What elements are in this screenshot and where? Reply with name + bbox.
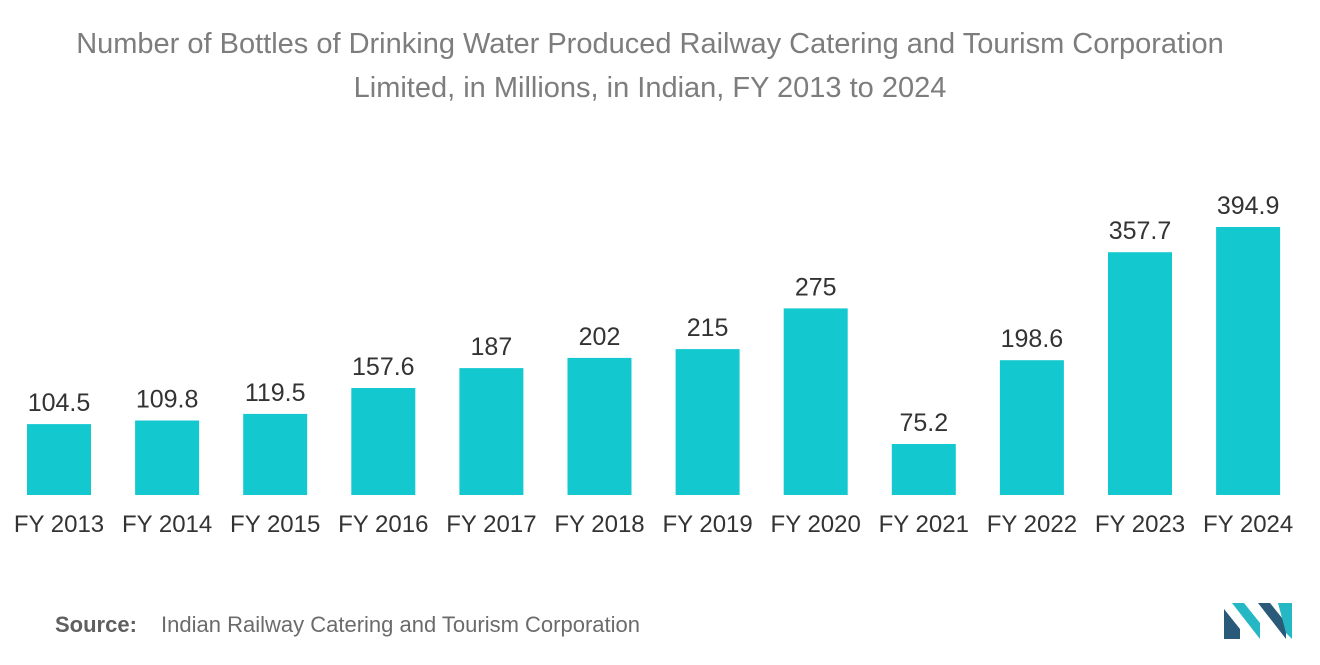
chart-title: Number of Bottles of Drinking Water Prod… bbox=[0, 22, 1300, 110]
x-tick-label-fy-2015: FY 2015 bbox=[230, 511, 320, 538]
bar-fy-2021 bbox=[891, 444, 956, 495]
data-label-fy-2018: 202 bbox=[579, 323, 621, 351]
source-label: Source: bbox=[55, 612, 137, 637]
x-tick-label-fy-2022: FY 2022 bbox=[987, 511, 1077, 538]
bar-fy-2017 bbox=[459, 368, 524, 495]
data-label-fy-2013: 104.5 bbox=[28, 389, 91, 417]
x-tick-label-fy-2019: FY 2019 bbox=[662, 511, 752, 538]
data-label-fy-2016: 157.6 bbox=[352, 353, 415, 381]
source-note: Source: Indian Railway Catering and Tour… bbox=[55, 612, 640, 638]
source-text: Indian Railway Catering and Tourism Corp… bbox=[161, 612, 640, 637]
x-tick-label-fy-2016: FY 2016 bbox=[338, 511, 428, 538]
data-label-fy-2015: 119.5 bbox=[245, 379, 306, 407]
data-label-fy-2022: 198.6 bbox=[1001, 325, 1064, 353]
bar-fy-2015 bbox=[243, 413, 308, 495]
bar-fy-2023 bbox=[1108, 252, 1172, 495]
logo-shape-mid bbox=[1232, 603, 1260, 639]
data-label-fy-2023: 357.7 bbox=[1109, 217, 1172, 245]
x-tick-label-fy-2023: FY 2023 bbox=[1095, 511, 1185, 538]
data-label-fy-2019: 215 bbox=[687, 314, 729, 342]
chart-title-line-1: Number of Bottles of Drinking Water Prod… bbox=[76, 28, 1224, 60]
logo-shape-edge bbox=[1278, 603, 1292, 639]
x-tick-label-fy-2018: FY 2018 bbox=[554, 511, 644, 538]
bar-fy-2019 bbox=[675, 349, 740, 495]
bar-fy-2024 bbox=[1216, 227, 1281, 495]
x-tick-label-fy-2013: FY 2013 bbox=[14, 511, 104, 538]
data-label-fy-2024: 394.9 bbox=[1217, 192, 1280, 220]
bar-fy-2022 bbox=[999, 360, 1064, 495]
x-tick-label-fy-2021: FY 2021 bbox=[879, 511, 969, 538]
bar-fy-2016 bbox=[351, 388, 416, 495]
chart-title-line-2: Limited, in Millions, in Indian, FY 2013… bbox=[353, 72, 947, 104]
x-tick-label-fy-2024: FY 2024 bbox=[1203, 511, 1293, 538]
x-tick-label-fy-2017: FY 2017 bbox=[446, 511, 536, 538]
data-label-fy-2020: 275 bbox=[795, 273, 837, 301]
bar-fy-2018 bbox=[567, 357, 632, 495]
bar-fy-2020 bbox=[783, 308, 848, 495]
mordor-intelligence-logo-icon bbox=[1224, 603, 1292, 639]
x-tick-label-fy-2020: FY 2020 bbox=[771, 511, 861, 538]
logo-shape-right bbox=[1258, 603, 1286, 639]
data-label-fy-2021: 75.2 bbox=[899, 409, 948, 437]
bar-chart: 104.5 FY 2013 109.8 FY 2014 119.5 FY 2015 157.… bbox=[14, 192, 1293, 538]
bar-fy-2014 bbox=[135, 420, 200, 495]
data-label-fy-2017: 187 bbox=[471, 333, 513, 361]
bar-fy-2013 bbox=[27, 424, 91, 495]
logo-shape-left bbox=[1224, 609, 1240, 639]
data-label-fy-2014: 109.8 bbox=[136, 386, 199, 414]
x-tick-label-fy-2014: FY 2014 bbox=[122, 511, 212, 538]
